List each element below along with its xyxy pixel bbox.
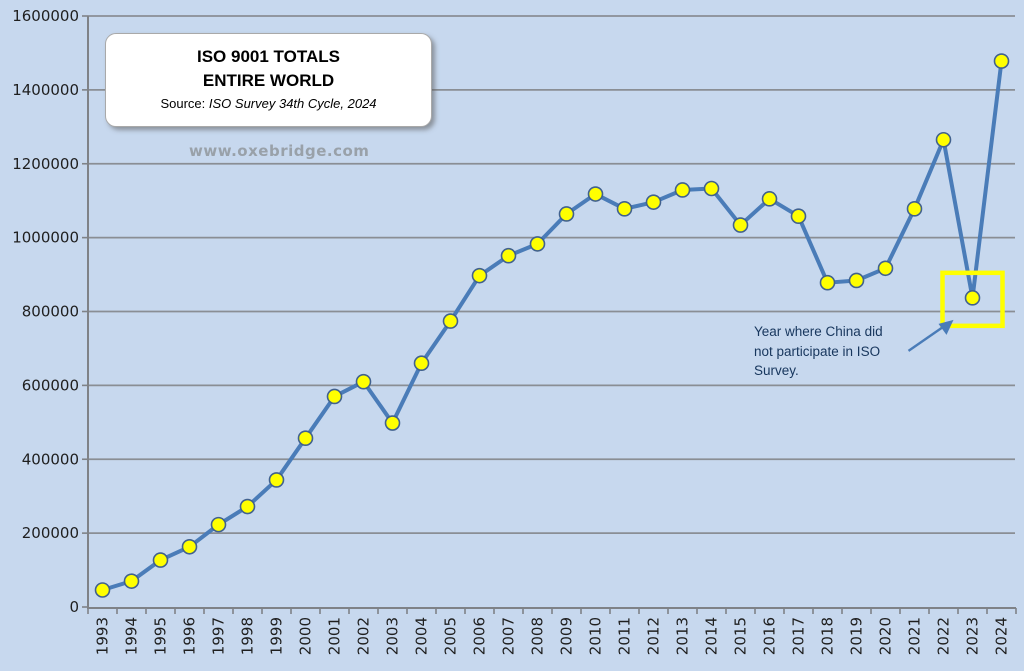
- x-axis-label: 1999: [268, 617, 286, 655]
- chart-subtitle: ENTIRE WORLD: [202, 71, 335, 90]
- data-point-2013: [674, 182, 691, 198]
- y-axis-label: 800000: [22, 303, 79, 321]
- x-axis-label: 2009: [558, 617, 576, 655]
- y-axis-label: 1000000: [12, 229, 79, 247]
- x-axis-label: 2024: [993, 617, 1011, 655]
- x-axis-label: 2001: [326, 617, 344, 655]
- data-point-2023: [964, 290, 981, 306]
- data-point-1996: [181, 538, 198, 555]
- y-axis-label: 0: [69, 598, 79, 616]
- x-axis-label: 2004: [413, 617, 431, 655]
- data-point-1995: [152, 552, 169, 568]
- y-axis-label: 200000: [22, 524, 79, 542]
- data-point-1999: [268, 472, 285, 488]
- data-point-2022: [935, 131, 952, 148]
- data-point-2010: [587, 186, 604, 202]
- y-axis-label: 1200000: [12, 155, 79, 173]
- x-axis-label: 2005: [442, 617, 460, 655]
- x-axis-label: 2019: [848, 617, 866, 655]
- y-axis-label: 1400000: [12, 81, 79, 99]
- data-point-2020: [877, 260, 894, 277]
- x-axis-label: 2008: [529, 617, 547, 655]
- data-point-1997: [210, 516, 227, 533]
- data-point-2016: [761, 191, 778, 207]
- data-point-2001: [326, 388, 343, 405]
- x-axis-label: 1998: [239, 617, 257, 655]
- data-point-2004: [413, 355, 430, 372]
- x-axis-label: 2015: [732, 617, 750, 655]
- x-axis-label: 2011: [616, 617, 634, 655]
- x-axis-label: 2010: [587, 617, 605, 655]
- x-axis-label: 2021: [906, 617, 924, 655]
- x-axis-label: 2013: [674, 617, 692, 655]
- data-point-2008: [529, 236, 546, 252]
- data-point-2006: [471, 267, 488, 284]
- chart-title: ISO 9001 TOTALS: [197, 47, 340, 66]
- data-point-2009: [558, 206, 575, 222]
- x-axis-label: 2016: [761, 617, 779, 655]
- x-axis-label: 2017: [790, 617, 808, 655]
- data-point-2018: [819, 274, 836, 291]
- data-point-2005: [442, 313, 459, 329]
- data-point-2015: [732, 217, 749, 233]
- x-axis-label: 1995: [152, 617, 170, 655]
- source-prefix: Source:: [160, 96, 206, 111]
- x-axis-label: 2014: [703, 617, 721, 655]
- data-point-2000: [297, 430, 314, 446]
- data-point-2012: [645, 194, 662, 210]
- y-axis-label: 600000: [22, 376, 79, 394]
- x-axis-label: 2022: [935, 617, 953, 655]
- data-point-2007: [500, 247, 517, 264]
- data-point-2017: [790, 208, 807, 225]
- x-axis-label: 1997: [210, 617, 228, 655]
- x-axis-label: 2002: [355, 617, 373, 655]
- y-axis-label: 1600000: [12, 7, 79, 25]
- data-point-1993: [94, 582, 111, 598]
- data-point-2003: [384, 415, 401, 431]
- annotation-arrowhead: [938, 319, 954, 335]
- x-axis-label: 2007: [500, 617, 518, 655]
- annotation-line-1: Year where China did: [754, 324, 883, 339]
- x-axis-label: 2018: [819, 617, 837, 655]
- x-axis-label: 1993: [94, 617, 112, 655]
- x-axis-label: 1994: [123, 617, 141, 655]
- data-point-2002: [355, 373, 372, 390]
- china-annotation: Year where China did not participate in …: [754, 322, 883, 381]
- source-text: ISO Survey 34th Cycle, 2024: [208, 96, 377, 111]
- annotation-line-3: Survey.: [754, 363, 799, 378]
- x-axis-label: 2003: [384, 617, 402, 655]
- annotation-arrow: [907, 322, 949, 352]
- chart-source: Source: ISO Survey 34th Cycle, 2024: [106, 93, 431, 114]
- data-point-2011: [616, 201, 633, 217]
- chart-title-box: ISO 9001 TOTALS ENTIRE WORLD Source: ISO…: [105, 33, 432, 127]
- data-point-1998: [239, 498, 256, 515]
- data-point-2024: [993, 53, 1010, 69]
- x-axis-label: 2012: [645, 617, 663, 655]
- data-point-2021: [906, 201, 923, 217]
- x-axis-label: 2023: [964, 617, 982, 655]
- data-point-1994: [123, 573, 140, 589]
- x-axis-label: 2006: [471, 617, 489, 655]
- watermark: www.oxebridge.com: [189, 142, 370, 160]
- data-point-2014: [703, 180, 720, 197]
- annotation-line-2: not participate in ISO: [754, 343, 881, 359]
- x-axis-label: 1996: [181, 617, 199, 655]
- data-point-2019: [848, 272, 865, 289]
- x-axis-label: 2000: [297, 617, 315, 655]
- highlight-box: [940, 270, 1005, 329]
- y-axis-label: 400000: [22, 450, 79, 468]
- x-axis-label: 2020: [877, 617, 895, 655]
